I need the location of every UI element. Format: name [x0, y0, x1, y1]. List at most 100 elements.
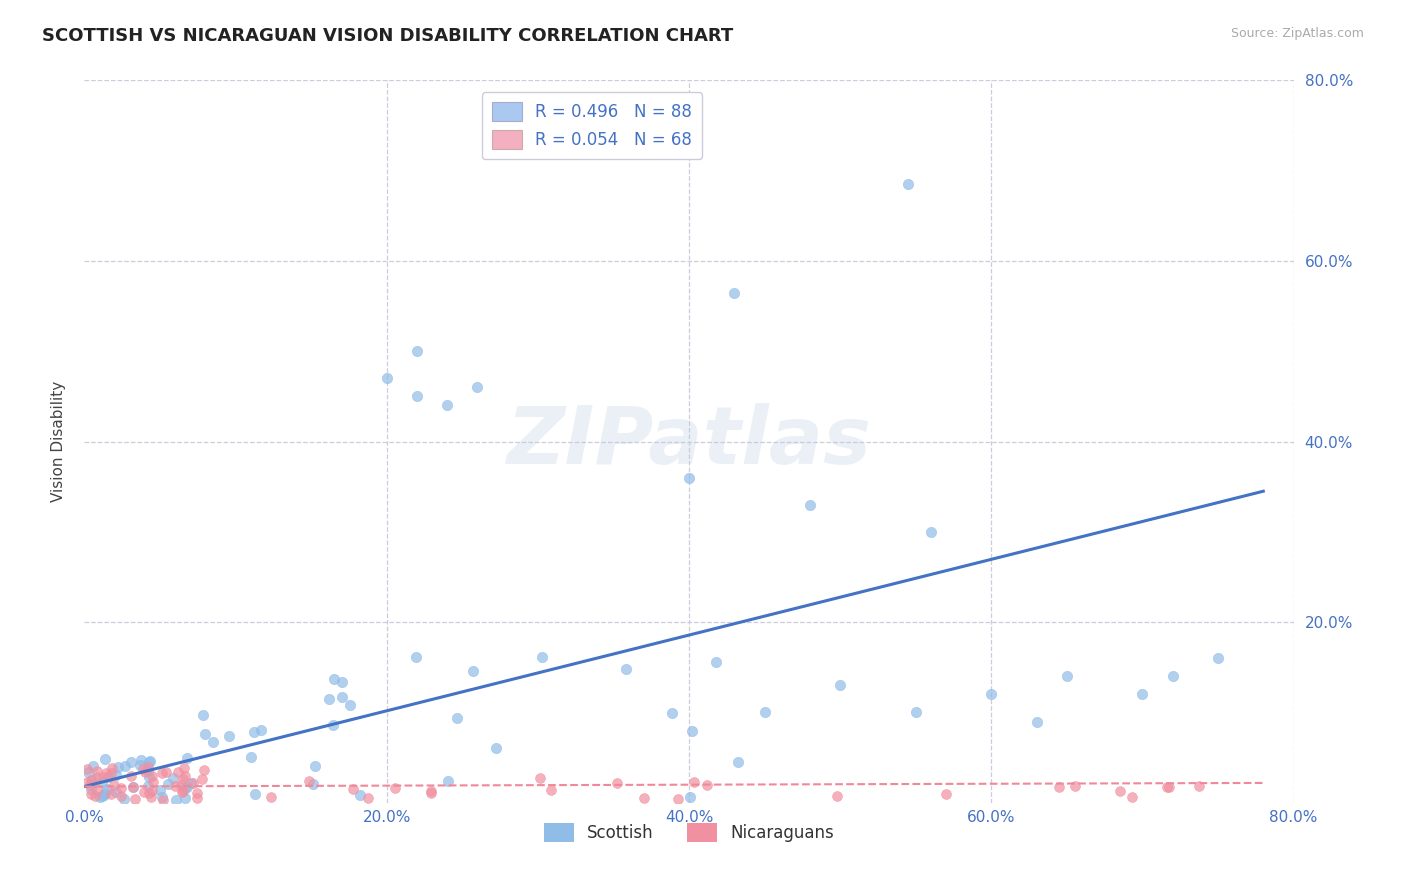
Point [172, 783, 194, 797]
Point [105, 768, 128, 782]
Point [110, 789, 132, 803]
Point [606, 775, 628, 789]
Point [330, 690, 353, 705]
Point [186, 791, 208, 805]
Point [260, 790, 283, 805]
Point [904, 706, 927, 720]
Point [436, 773, 458, 788]
Point [1064, 779, 1087, 793]
Point [357, 790, 380, 805]
Point [419, 783, 441, 797]
Point [825, 789, 848, 803]
Point [150, 789, 173, 804]
Point [249, 723, 271, 737]
Point [304, 758, 326, 772]
Point [461, 664, 484, 678]
Point [100, 765, 122, 780]
Point [120, 755, 142, 769]
Point [96, 782, 118, 797]
Point [696, 779, 718, 793]
Point [170, 778, 193, 792]
Point [142, 775, 165, 789]
Point [174, 780, 197, 795]
Point [166, 765, 188, 780]
Point [406, 344, 429, 359]
Point [176, 780, 198, 795]
Point [94, 765, 117, 780]
Point [193, 763, 215, 777]
Point [114, 759, 136, 773]
Point [330, 675, 353, 690]
Point [93, 788, 115, 802]
Point [77, 765, 100, 780]
Point [82, 759, 104, 773]
Point [446, 710, 468, 724]
Point [405, 649, 427, 664]
Point [152, 793, 174, 807]
Point [980, 687, 1002, 701]
Point [614, 662, 637, 676]
Point [186, 786, 208, 800]
Point [318, 691, 340, 706]
Point [138, 754, 160, 768]
Point [139, 790, 162, 805]
Point [1130, 687, 1153, 701]
Point [103, 778, 125, 792]
Point [141, 769, 163, 783]
Point [301, 777, 323, 791]
Point [80, 772, 103, 787]
Point [830, 678, 852, 692]
Point [134, 785, 156, 799]
Point [1047, 780, 1070, 794]
Point [122, 780, 145, 794]
Point [94, 752, 117, 766]
Point [136, 779, 159, 793]
Point [120, 769, 142, 783]
Point [138, 755, 160, 769]
Point [105, 785, 128, 799]
Point [194, 726, 217, 740]
Point [136, 764, 159, 779]
Point [181, 776, 204, 790]
Point [384, 781, 406, 796]
Point [191, 708, 214, 723]
Point [704, 655, 727, 669]
Text: ZIPatlas: ZIPatlas [506, 402, 872, 481]
Point [349, 788, 371, 802]
Point [240, 750, 263, 764]
Point [172, 785, 194, 799]
Point [920, 524, 942, 539]
Point [173, 761, 195, 775]
Point [97, 770, 120, 784]
Text: Source: ZipAtlas.com: Source: ZipAtlas.com [1230, 27, 1364, 40]
Point [91, 770, 114, 784]
Point [191, 772, 214, 786]
Point [681, 723, 703, 738]
Point [436, 398, 458, 412]
Point [1157, 780, 1180, 795]
Point [406, 389, 429, 403]
Point [201, 735, 224, 749]
Legend: Scottish, Nicaraguans: Scottish, Nicaraguans [537, 816, 841, 848]
Point [86, 783, 108, 797]
Point [134, 764, 156, 779]
Point [1161, 669, 1184, 683]
Point [754, 706, 776, 720]
Point [1056, 669, 1078, 683]
Point [375, 371, 398, 385]
Point [485, 741, 508, 756]
Point [633, 791, 655, 805]
Point [727, 756, 749, 770]
Point [124, 792, 146, 806]
Point [101, 761, 124, 775]
Point [799, 498, 821, 512]
Point [243, 787, 266, 801]
Point [100, 787, 122, 801]
Point [122, 780, 145, 794]
Point [86, 764, 108, 778]
Point [94, 786, 117, 800]
Point [172, 772, 194, 786]
Point [176, 751, 198, 765]
Point [530, 650, 553, 665]
Point [149, 782, 172, 797]
